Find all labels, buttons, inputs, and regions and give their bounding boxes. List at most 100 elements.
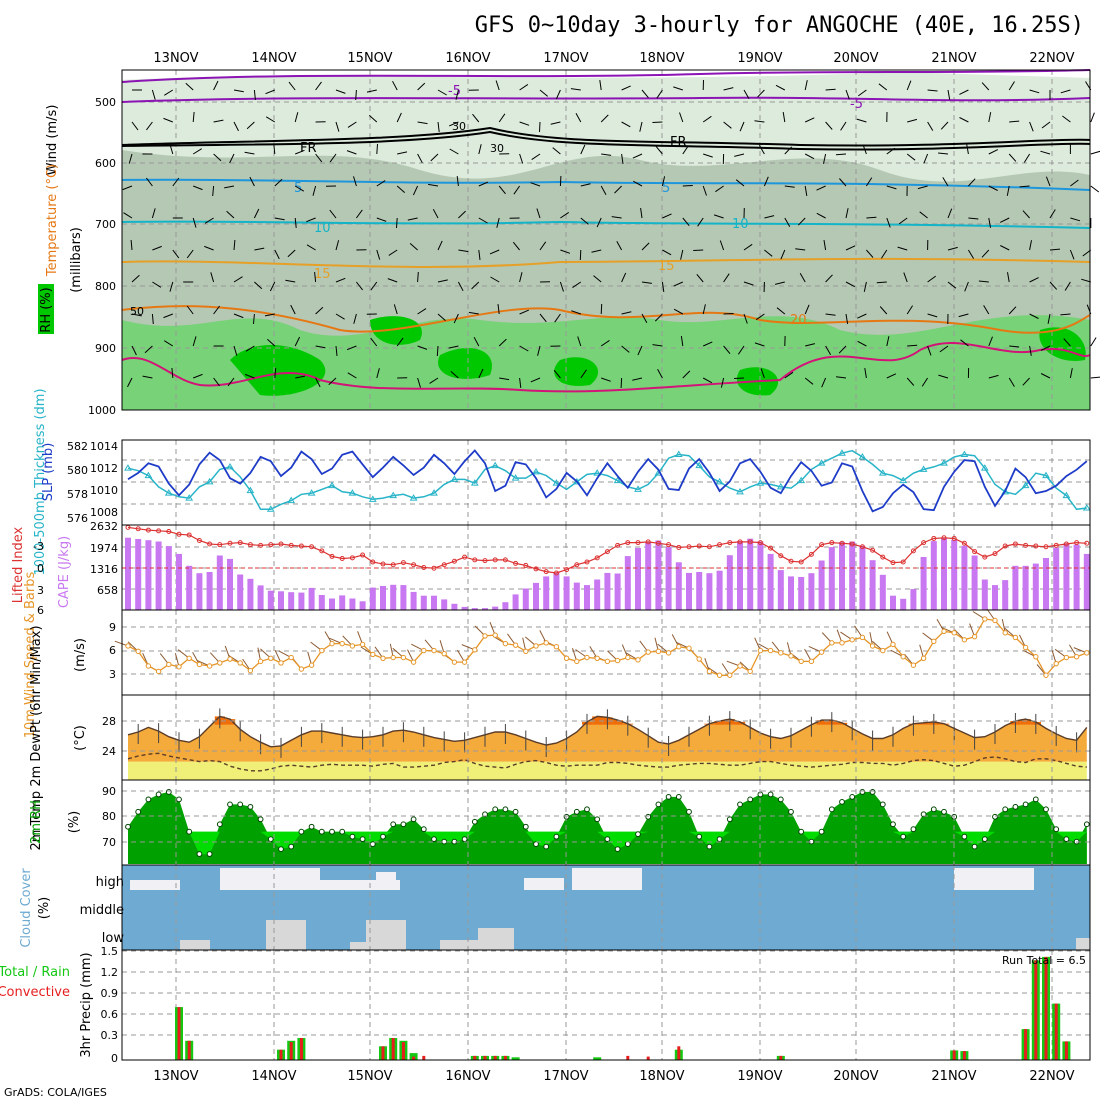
date-label: 22NOV [1029,1069,1074,1084]
wind-barb [662,249,672,256]
cape-bar [941,537,947,610]
thickness-tick: 582 [67,440,88,453]
wind-speed-point [1012,634,1019,641]
rh-point [737,801,743,808]
rh-point [543,843,550,850]
rh-point [767,791,774,798]
wind-barb [409,243,418,251]
wind-barb [192,217,197,228]
wind-barb [294,336,301,347]
wind-speed-point [319,647,325,654]
wind-speed-point [584,654,590,661]
cloud-high-block [220,868,320,890]
wind-barb [640,208,643,219]
li-point [574,562,580,568]
precip-convective-bar [401,1042,405,1060]
wind-barb [315,377,321,388]
wind-barb [641,281,652,284]
wind-barb [835,153,847,156]
precip-convective-bar [1064,1041,1068,1060]
wind-barb [356,281,363,291]
wind-barb [723,273,730,283]
wind-barb [601,153,612,156]
rh-point [359,836,366,843]
cloud-low-block [478,928,514,950]
rh-point [879,801,886,808]
wind-barb [498,185,506,195]
cape-bar [420,595,427,610]
li-point [298,543,304,549]
wind-speed-point [257,658,264,665]
rh-point [339,828,346,835]
wind-barb [244,151,255,155]
wind-barb [906,80,912,91]
wind-speed-point [706,668,713,675]
slp-axis-label: SLP (mb) [41,443,56,502]
wind-barb [122,185,133,191]
wind-barb [919,211,928,219]
li-point [778,553,784,559]
wind-barb [959,89,969,95]
wind-barb [555,89,561,100]
wind-barb [661,176,666,187]
precip-convective-bar [1024,1029,1028,1060]
wind-barb [455,89,459,100]
rh-area [128,791,1087,864]
cape-bar [828,547,835,610]
wind-barb [825,345,832,355]
rh-point [1063,836,1070,843]
li-point [992,551,998,557]
li-point [706,544,712,550]
cape-bar [1063,543,1070,610]
thickness-point [409,494,418,501]
wind-barb [130,239,133,251]
cape-bar [196,573,203,610]
wind-barb [743,89,750,99]
wind-barb [947,281,957,289]
wind-barb [1019,185,1030,188]
rh-tick: 80 [102,810,116,823]
thickness-point [878,469,887,476]
cape-bar [400,585,407,610]
cape-bar [900,598,907,610]
li-point [441,562,447,568]
wind-barb [696,273,704,283]
wind-barb [171,367,174,379]
wind-barb [274,249,280,260]
rh-point [1022,801,1029,808]
slp-tick: 1010 [90,484,118,497]
thickness-point [899,476,908,484]
rh-dark-area [370,316,422,345]
cape-bar [716,570,723,610]
pressure-tick: 900 [95,342,116,355]
rh-point [288,843,295,850]
cloud-low-block [1076,938,1090,950]
contour-5 [121,178,1091,191]
wind-barb [226,210,235,219]
cape-bar [624,556,631,610]
cloud-middle-label: middle [80,903,124,918]
thickness-axis-label: 1000-500mb Thickness (dm) [33,388,48,575]
wind-barb [723,121,732,129]
wind-barb [1008,377,1015,387]
wind-speed-point [849,637,855,643]
wind-barb [921,377,929,387]
wind-barb [224,185,235,189]
wind-barb [328,377,337,386]
li-point [339,556,345,562]
wind-barb [186,249,194,259]
rh-point [237,801,244,808]
wind-barb [539,313,547,323]
li-line [127,526,1087,574]
wind-barb [845,245,856,251]
wind-barb [599,80,602,91]
cape-tick: 1316 [90,563,118,576]
wind-barb [554,313,561,323]
li-point [370,559,376,565]
wind-speed-point [359,641,366,648]
contour-label: 5 [662,181,670,196]
wind-speed-point [951,630,957,636]
wind-barb [417,82,426,91]
wind-barb [797,217,806,226]
cape-bar [920,557,927,610]
